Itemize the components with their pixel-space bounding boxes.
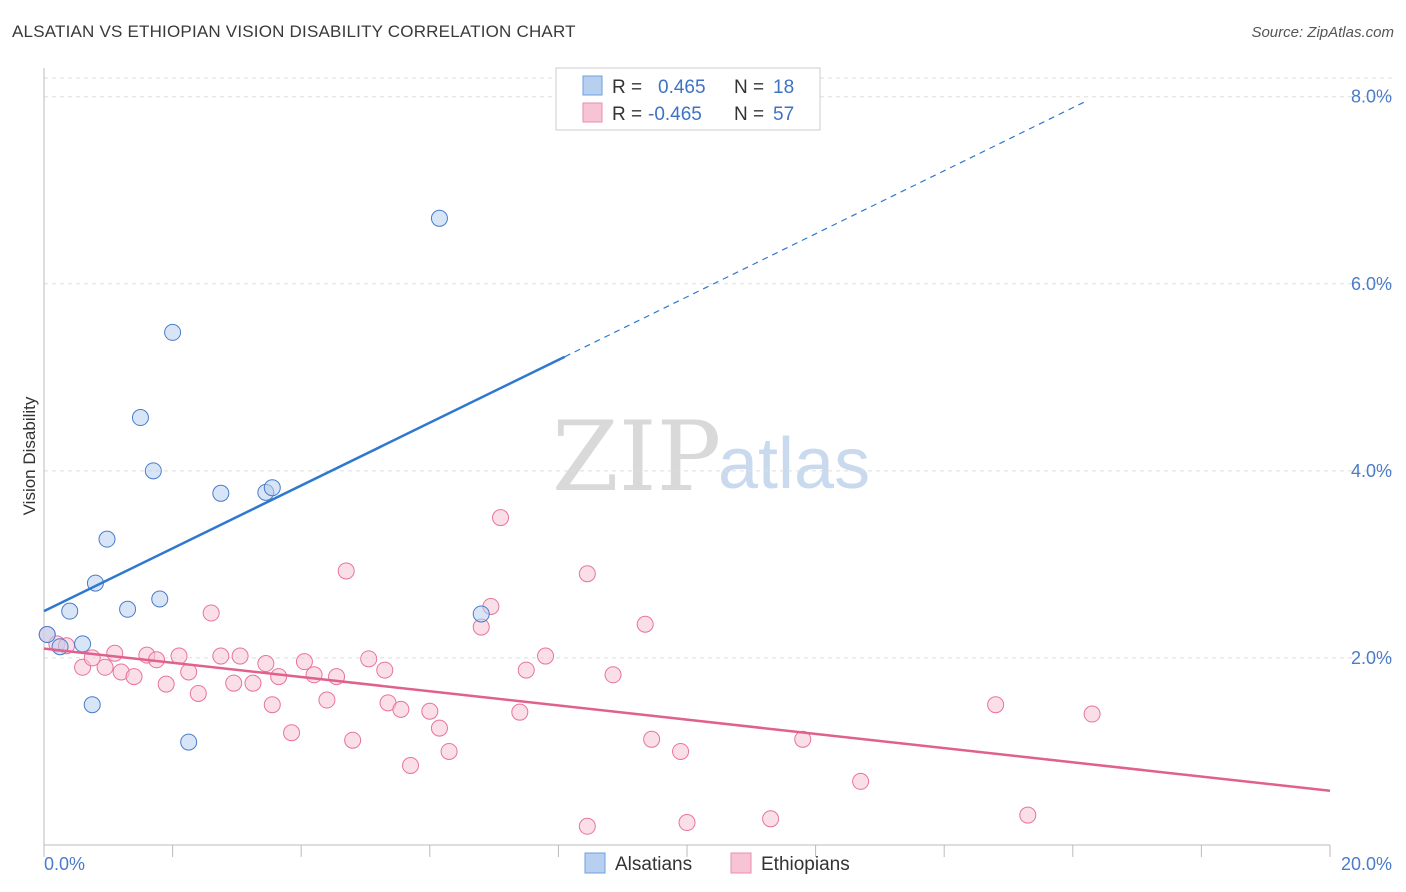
ethiopians-points <box>38 509 1101 835</box>
y-axis-label: Vision Disability <box>20 396 39 515</box>
ethiopians-point <box>189 684 207 702</box>
alsatians-point <box>151 590 169 608</box>
ethiopians-point <box>511 703 529 721</box>
ethiopians-point <box>604 666 622 684</box>
ethiopians-point <box>125 668 143 686</box>
bottom-legend-swatch-alsatians <box>584 852 606 874</box>
y-tick-label: 8.0% <box>1351 87 1392 107</box>
ethiopians-point <box>244 674 262 692</box>
ethiopians-point <box>231 647 249 665</box>
alsatians-point <box>430 209 448 227</box>
ethiopians-point <box>402 756 420 774</box>
ethiopians-point <box>257 655 275 673</box>
ethiopians-point <box>202 604 220 622</box>
grid-lines <box>44 77 1392 659</box>
bottom-legend-ethiopians: Ethiopians <box>761 854 850 875</box>
ethiopians-point <box>270 668 288 686</box>
ethiopians-point <box>1083 705 1101 723</box>
x-tick-label-max: 20.0% <box>1341 854 1392 874</box>
alsatians-point <box>51 638 69 656</box>
alsatians-point <box>144 462 162 480</box>
ethiopians-point <box>305 666 323 684</box>
legend-r-value-2: -0.465 <box>648 104 702 125</box>
legend-n-label-1: N = <box>734 77 764 98</box>
ethiopians-point <box>537 647 555 665</box>
ethiopians-point <box>263 696 281 714</box>
alsatians-points <box>38 209 490 751</box>
alsatians-point <box>131 409 149 427</box>
ethiopians-point <box>295 653 313 671</box>
watermark-zip: ZIP <box>552 401 721 513</box>
ethiopians-point <box>212 647 230 665</box>
legend-n-value-1: 18 <box>773 77 794 98</box>
alsatians-point <box>212 484 230 502</box>
alsatians-point <box>38 626 56 644</box>
ethiopians-point <box>678 814 696 832</box>
ethiopians-point <box>392 700 410 718</box>
ethiopians-trend-line <box>43 647 1331 792</box>
ethiopians-point <box>762 810 780 828</box>
y-tick-labels: 2.0% 4.0% 6.0% 8.0% <box>1351 87 1392 668</box>
legend-r-label-2: R = <box>612 104 642 125</box>
legend-n-label-2: N = <box>734 104 764 125</box>
bottom-legend-swatch-ethiopians <box>730 852 752 874</box>
ethiopians-point <box>376 661 394 679</box>
legend-n-value-2: 57 <box>773 104 794 125</box>
ethiopians-point <box>636 615 654 633</box>
alsatians-point <box>180 733 198 751</box>
ethiopians-point <box>225 674 243 692</box>
alsatians-trend-line <box>43 355 566 613</box>
x-tick-label-min: 0.0% <box>44 854 85 874</box>
ethiopians-point <box>318 691 336 709</box>
ethiopians-point <box>578 565 596 583</box>
watermark-atlas: atlas <box>718 424 870 504</box>
ethiopians-point <box>492 509 510 527</box>
y-tick-label: 2.0% <box>1351 648 1392 668</box>
alsatians-point <box>263 479 281 497</box>
ethiopians-point <box>360 650 378 668</box>
bottom-legend-alsatians: Alsatians <box>615 854 692 875</box>
ethiopians-point <box>1019 806 1037 824</box>
legend-swatch-ethiopians <box>582 102 603 123</box>
ethiopians-point <box>578 817 596 835</box>
alsatians-point <box>164 323 182 341</box>
chart-title: ALSATIAN VS ETHIOPIAN VISION DISABILITY … <box>12 22 576 41</box>
source-label: Source: ZipAtlas.com <box>1251 24 1394 41</box>
bottom-legend: Alsatians Ethiopians <box>584 852 850 875</box>
ethiopians-point <box>344 731 362 749</box>
alsatians-trend-extension <box>564 100 1086 358</box>
alsatians-point <box>83 696 101 714</box>
y-tick-label: 6.0% <box>1351 274 1392 294</box>
ethiopians-point <box>421 702 439 720</box>
ethiopians-point <box>987 696 1005 714</box>
x-ticks <box>43 845 1331 857</box>
ethiopians-point <box>517 661 535 679</box>
y-tick-label: 4.0% <box>1351 461 1392 481</box>
trend-lines <box>43 100 1331 792</box>
alsatians-point <box>98 530 116 548</box>
alsatians-point <box>119 600 137 618</box>
alsatians-point <box>61 602 79 620</box>
ethiopians-point <box>96 658 114 676</box>
ethiopians-point <box>283 724 301 742</box>
alsatians-point <box>472 605 490 623</box>
legend-r-value-1: 0.465 <box>658 77 706 98</box>
ethiopians-point <box>430 719 448 737</box>
ethiopians-point <box>643 730 661 748</box>
ethiopians-point <box>157 675 175 693</box>
ethiopians-point <box>852 772 870 790</box>
ethiopians-point <box>106 644 124 662</box>
top-legend: R = 0.465 N = 18 R = -0.465 N = 57 <box>555 67 821 131</box>
ethiopians-point <box>440 742 458 760</box>
ethiopians-point <box>337 562 355 580</box>
legend-swatch-alsatians <box>582 75 603 96</box>
legend-r-label-1: R = <box>612 77 642 98</box>
ethiopians-point <box>672 742 690 760</box>
alsatians-point <box>74 635 92 653</box>
